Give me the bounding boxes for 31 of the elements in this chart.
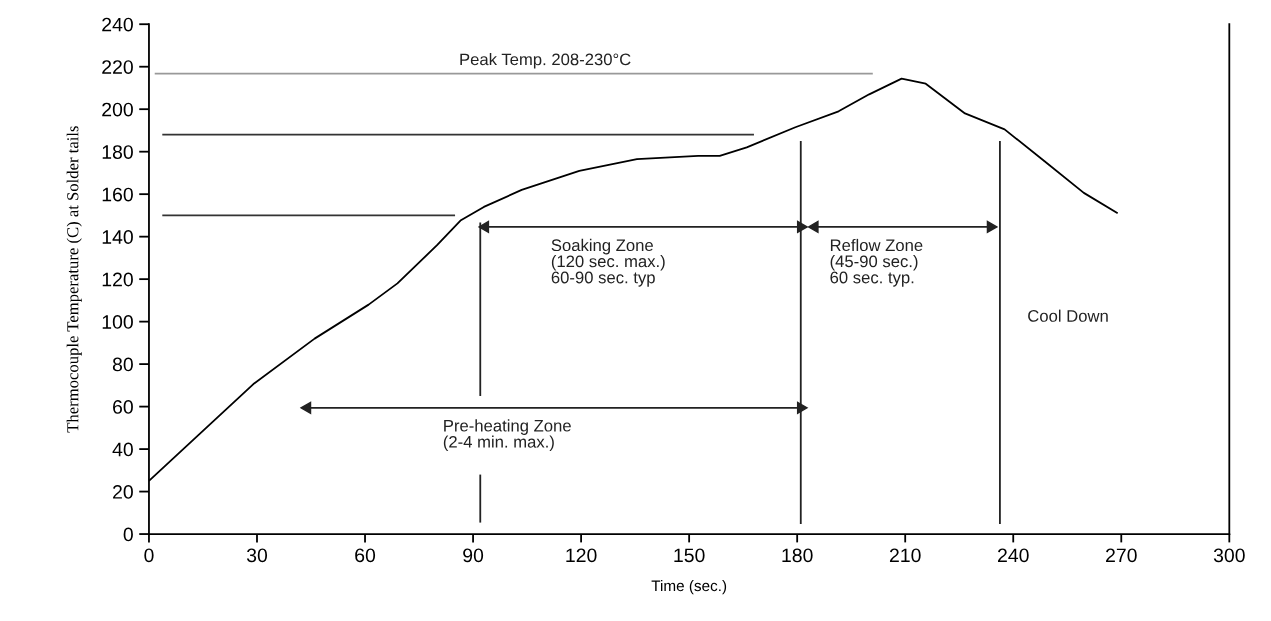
x-tick-label: 60 — [355, 548, 376, 563]
x-axis-title: Time (sec.) — [651, 579, 727, 595]
y-tick-label: 0 — [123, 527, 133, 542]
x-tick-label: 150 — [674, 548, 705, 563]
y-tick-label: 240 — [102, 17, 133, 32]
x-tick-label: 120 — [566, 548, 597, 563]
y-tick-label: 220 — [102, 60, 133, 74]
annotation: Peak Temp. 208-230°C — [460, 53, 631, 69]
x-tick-label: 180 — [782, 548, 813, 563]
annotation: Pre-heating Zone (2-4 min. max.) — [443, 419, 571, 452]
y-tick-label: 40 — [112, 442, 133, 457]
y-tick-label: 120 — [102, 272, 133, 287]
x-tick-label: 30 — [246, 548, 268, 563]
y-axis-title: Thermocouple Temperature (C) at Solder tails — [66, 126, 82, 433]
x-tick-label: 240 — [998, 548, 1029, 563]
x-tick-label: 210 — [889, 548, 921, 563]
y-tick-label: 160 — [102, 187, 133, 202]
x-tick-label: 270 — [1106, 548, 1137, 563]
y-tick-label: 200 — [102, 102, 133, 117]
x-tick-label: 0 — [144, 548, 154, 563]
y-tick-label: 100 — [102, 315, 133, 329]
annotation: Cool Down — [1028, 309, 1108, 322]
x-tick-label: 300 — [1213, 548, 1245, 563]
annotation: Reflow Zone (45-90 sec.) 60 sec. typ. — [830, 238, 923, 287]
y-tick-label: 80 — [112, 357, 133, 372]
x-tick-label: 90 — [463, 548, 484, 563]
y-tick-label: 20 — [113, 485, 133, 499]
y-tick-label: 60 — [113, 400, 133, 414]
y-tick-label: 140 — [102, 230, 133, 244]
annotation: Soaking Zone (120 sec. max.) 60-90 sec. typ — [551, 238, 665, 287]
y-tick-label: 180 — [102, 145, 133, 159]
